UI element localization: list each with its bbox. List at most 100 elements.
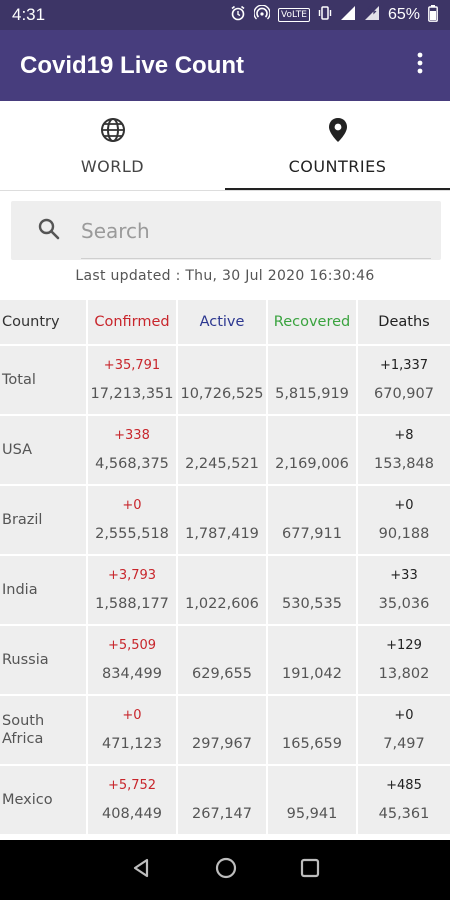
confirmed-cell: +5,752 408,449 (88, 766, 178, 834)
recents-icon[interactable] (300, 858, 320, 882)
search-bar[interactable]: Search (11, 201, 441, 260)
deaths-value: 13,802 (378, 666, 430, 682)
active-value: 1,787,419 (185, 526, 259, 542)
recovered-value: 191,042 (282, 666, 342, 682)
country-cell: Mexico (0, 766, 88, 834)
confirmed-delta: +35,791 (103, 358, 161, 373)
vibrate-icon (318, 5, 332, 25)
table-row[interactable]: Mexico +5,752 408,449 267,147 95,941 +485… (0, 766, 450, 836)
confirmed-cell: +5,509 834,499 (88, 626, 178, 694)
tab-world[interactable]: WORLD (0, 101, 225, 191)
battery-percent: 65% (387, 6, 420, 23)
tab-countries[interactable]: COUNTRIES (225, 101, 450, 191)
search-input[interactable]: Search (81, 218, 150, 243)
confirmed-value: 834,499 (102, 666, 162, 682)
table-row[interactable]: Brazil +0 2,555,518 1,787,419 677,911 +0 9… (0, 486, 450, 556)
recovered-cell: 165,659 (268, 696, 358, 764)
deaths-value: 153,848 (374, 456, 434, 472)
active-cell: 10,726,525 (178, 346, 268, 414)
country-cell: Brazil (0, 486, 88, 554)
search-icon (37, 217, 61, 245)
system-nav-bar (0, 840, 450, 900)
recovered-value: 2,169,006 (275, 456, 349, 472)
battery-icon (428, 4, 438, 26)
header-country[interactable]: Country (0, 300, 88, 344)
deaths-cell: +1,337 670,907 (358, 346, 450, 414)
table-header: Country Confirmed Active Recovered Death… (0, 300, 450, 346)
country-name: South Africa (2, 713, 45, 747)
signal-icon (340, 5, 356, 25)
active-value: 629,655 (192, 666, 252, 682)
active-cell: 629,655 (178, 626, 268, 694)
deaths-delta: +129 (386, 638, 422, 653)
confirmed-delta: +338 (114, 428, 150, 443)
deaths-cell: +0 90,188 (358, 486, 450, 554)
active-cell: 297,967 (178, 696, 268, 764)
country-name: Brazil (2, 512, 43, 528)
deaths-delta: +1,337 (379, 358, 429, 373)
tab-countries-label: COUNTRIES (288, 156, 387, 176)
overflow-menu-icon[interactable] (410, 52, 430, 80)
volte-badge: VoLTE (278, 8, 310, 22)
home-icon[interactable] (214, 856, 238, 884)
recovered-cell: 191,042 (268, 626, 358, 694)
country-cell: Russia (0, 626, 88, 694)
location-pin-icon (327, 117, 349, 147)
search-underline (81, 258, 431, 259)
deaths-cell: +8 153,848 (358, 416, 450, 484)
table-row[interactable]: Russia +5,509 834,499 629,655 191,042 +12… (0, 626, 450, 696)
status-bar: 4:31 VoLTE 65% (0, 0, 450, 30)
deaths-cell: +33 35,036 (358, 556, 450, 624)
app-bar: Covid19 Live Count (0, 30, 450, 101)
country-name: USA (2, 442, 33, 458)
deaths-value: 45,361 (378, 806, 430, 822)
recovered-cell: 95,941 (268, 766, 358, 834)
header-deaths[interactable]: Deaths (358, 300, 450, 344)
confirmed-value: 1,588,177 (95, 596, 169, 612)
recovered-value: 677,911 (282, 526, 342, 542)
country-cell: South Africa (0, 696, 88, 764)
deaths-cell: +129 13,802 (358, 626, 450, 694)
app-title: Covid19 Live Count (20, 51, 245, 79)
header-active[interactable]: Active (178, 300, 268, 344)
confirmed-delta: +5,752 (107, 778, 157, 793)
data-signal-icon (364, 5, 380, 25)
confirmed-cell: +35,791 17,213,351 (88, 346, 178, 414)
header-confirmed[interactable]: Confirmed (88, 300, 178, 344)
country-cell: USA (0, 416, 88, 484)
active-cell: 1,022,606 (178, 556, 268, 624)
confirmed-cell: +0 2,555,518 (88, 486, 178, 554)
deaths-value: 35,036 (378, 596, 430, 612)
confirmed-cell: +0 471,123 (88, 696, 178, 764)
deaths-cell: +0 7,497 (358, 696, 450, 764)
back-icon[interactable] (130, 857, 152, 883)
country-cell: India (0, 556, 88, 624)
deaths-value: 7,497 (383, 736, 425, 752)
confirmed-value: 471,123 (102, 736, 162, 752)
country-name: Russia (2, 652, 49, 668)
confirmed-cell: +338 4,568,375 (88, 416, 178, 484)
country-name: Total (2, 372, 36, 388)
recovered-cell: 677,911 (268, 486, 358, 554)
deaths-value: 670,907 (374, 386, 434, 402)
recovered-value: 5,815,919 (275, 386, 349, 402)
country-name: India (2, 582, 38, 598)
recovered-cell: 5,815,919 (268, 346, 358, 414)
confirmed-value: 408,449 (102, 806, 162, 822)
table-row[interactable]: South Africa +0 471,123 297,967 165,659 +… (0, 696, 450, 766)
countries-table: Country Confirmed Active Recovered Death… (0, 300, 450, 836)
deaths-value: 90,188 (378, 526, 430, 542)
confirmed-value: 4,568,375 (95, 456, 169, 472)
active-value: 297,967 (192, 736, 252, 752)
table-row[interactable]: Total +35,791 17,213,351 10,726,525 5,815… (0, 346, 450, 416)
table-row[interactable]: USA +338 4,568,375 2,245,521 2,169,006 +8… (0, 416, 450, 486)
table-row[interactable]: India +3,793 1,588,177 1,022,606 530,535 … (0, 556, 450, 626)
active-cell: 267,147 (178, 766, 268, 834)
status-icons: VoLTE 65% (230, 4, 438, 26)
tab-world-label: WORLD (80, 156, 145, 176)
header-recovered[interactable]: Recovered (268, 300, 358, 344)
country-name: Mexico (2, 792, 53, 808)
active-value: 2,245,521 (185, 456, 259, 472)
deaths-delta: +0 (394, 498, 414, 513)
active-value: 267,147 (192, 806, 252, 822)
